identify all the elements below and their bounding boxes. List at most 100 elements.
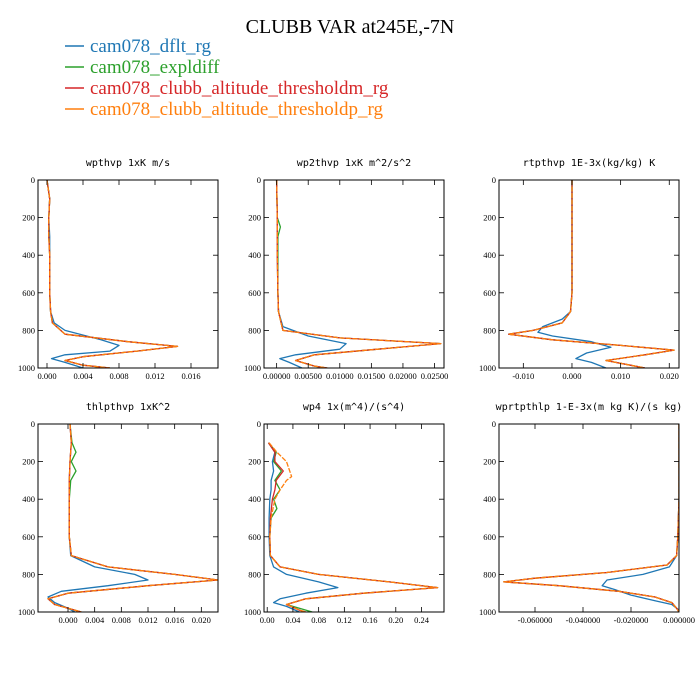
series-line	[268, 442, 439, 612]
series-line	[508, 180, 675, 368]
y-tick-label: 1000	[18, 607, 35, 617]
series-line	[46, 180, 179, 368]
plot-frame	[37, 179, 219, 369]
y-tick-label: 0	[492, 175, 496, 185]
legend: cam078_dflt_rgcam078_expldiffcam078_club…	[65, 36, 389, 120]
x-tick-label: 0.00	[260, 615, 275, 625]
plot-frame	[263, 423, 445, 613]
y-tick-label: 200	[483, 457, 496, 467]
x-tick-label: 0.02000	[389, 371, 417, 381]
series-line	[508, 180, 675, 368]
series-line	[508, 180, 675, 368]
x-tick-label: 0.12	[337, 615, 352, 625]
x-tick-label: 0.00500	[294, 371, 322, 381]
y-tick-label: 800	[248, 569, 261, 579]
x-tick-label: 0.01500	[358, 371, 386, 381]
y-tick-label: 400	[22, 250, 35, 260]
y-tick-label: 800	[483, 325, 496, 335]
series-line	[267, 442, 439, 612]
x-tick-label: 0.02500	[421, 371, 449, 381]
y-tick-label: 600	[22, 288, 35, 298]
series-line	[46, 180, 179, 368]
x-tick-label: 0.16	[363, 615, 378, 625]
series-line	[275, 180, 442, 368]
legend-entry: cam078_clubb_altitude_thresholdp_rg	[90, 99, 384, 120]
series-line	[47, 424, 218, 612]
x-tick-label: 0.01000	[326, 371, 354, 381]
x-tick-label: 0.010	[611, 371, 630, 381]
plot-frame	[263, 179, 445, 369]
chart-panel: rtpthvp 1E-3x(kg/kg) K 0 200 400 600 800 1000 -…	[479, 158, 680, 381]
x-tick-label: 0.020	[192, 615, 211, 625]
x-tick-label: 0.004	[85, 615, 105, 625]
series-line	[275, 180, 347, 368]
y-tick-label: 600	[22, 532, 35, 542]
x-tick-label: 0.04	[285, 615, 301, 625]
y-tick-label: 200	[248, 457, 261, 467]
x-tick-label: 0.00000	[263, 371, 291, 381]
y-tick-label: 400	[248, 250, 261, 260]
y-tick-label: 800	[248, 325, 261, 335]
x-tick-label: 0.24	[414, 615, 430, 625]
y-tick-label: 600	[248, 288, 261, 298]
y-tick-label: 1000	[479, 607, 496, 617]
x-tick-label: 0.016	[181, 371, 200, 381]
y-tick-label: 400	[248, 494, 261, 504]
x-tick-label: 0.008	[112, 615, 131, 625]
y-tick-label: 1000	[18, 363, 35, 373]
series-line	[47, 424, 149, 612]
panel-title: wp2thvp 1xK m^2/s^2	[297, 158, 411, 169]
y-tick-label: 1000	[244, 363, 261, 373]
y-tick-label: 0	[492, 419, 496, 429]
series-line	[275, 180, 442, 368]
series-line	[267, 442, 439, 612]
x-tick-label: 0.000	[37, 371, 56, 381]
y-tick-label: 400	[22, 494, 35, 504]
series-line	[47, 424, 218, 612]
plot-frame	[498, 423, 680, 613]
plot-frame	[37, 423, 219, 613]
panel-title: thlpthvp 1xK^2	[86, 402, 170, 413]
y-tick-label: 400	[483, 250, 496, 260]
x-tick-label: -0.040000	[566, 615, 601, 625]
y-tick-label: 800	[483, 569, 496, 579]
legend-entry: cam078_dflt_rg	[90, 36, 212, 57]
series-line	[275, 180, 442, 368]
y-tick-label: 0	[257, 175, 261, 185]
x-tick-label: -0.020000	[614, 615, 649, 625]
legend-entry: cam078_clubb_altitude_thresholdm_rg	[90, 78, 389, 99]
y-tick-label: 200	[22, 213, 35, 223]
y-tick-label: 0	[31, 175, 35, 185]
y-tick-label: 600	[248, 532, 261, 542]
panel-title: wpthvp 1xK m/s	[86, 158, 170, 169]
x-tick-label: 0.012	[138, 615, 157, 625]
y-tick-label: 200	[483, 213, 496, 223]
y-tick-label: 600	[483, 532, 496, 542]
x-tick-label: 0.020	[660, 371, 679, 381]
y-tick-label: 1000	[244, 607, 261, 617]
plot-frame	[498, 179, 680, 369]
x-tick-label: 0.008	[109, 371, 128, 381]
chart-panel: wp2thvp 1xK m^2/s^2020040060080010000.00…	[244, 158, 448, 381]
panel-title: wp4 1x(m^4)/(s^4)	[303, 402, 405, 413]
y-tick-label: 200	[22, 457, 35, 467]
y-tick-label: 200	[248, 213, 261, 223]
y-tick-label: 0	[31, 419, 35, 429]
x-tick-label: -0.060000	[518, 615, 553, 625]
y-tick-label: 1000	[479, 363, 496, 373]
chart-panel: thlpthvp 1xK^2 0 200 400 600 800 1000 0.000 0.00…	[18, 402, 219, 625]
x-tick-label: 0.004	[73, 371, 93, 381]
series-line	[503, 424, 679, 612]
x-tick-label: 0.000000	[663, 615, 695, 625]
x-tick-label: 0.016	[165, 615, 184, 625]
x-tick-label: 0.012	[145, 371, 164, 381]
panel-title: wprtpthlp 1-E-3x(m kg K)/(s kg)	[496, 402, 683, 413]
panel-title: rtpthvp 1E-3x(kg/kg) K	[523, 158, 655, 169]
chart-panel: wprtpthlp 1-E-3x(m kg K)/(s kg)0 200 400 60…	[479, 402, 695, 625]
series-line	[601, 424, 679, 612]
figure-title: CLUBB VAR at245E,-7N	[246, 16, 455, 38]
